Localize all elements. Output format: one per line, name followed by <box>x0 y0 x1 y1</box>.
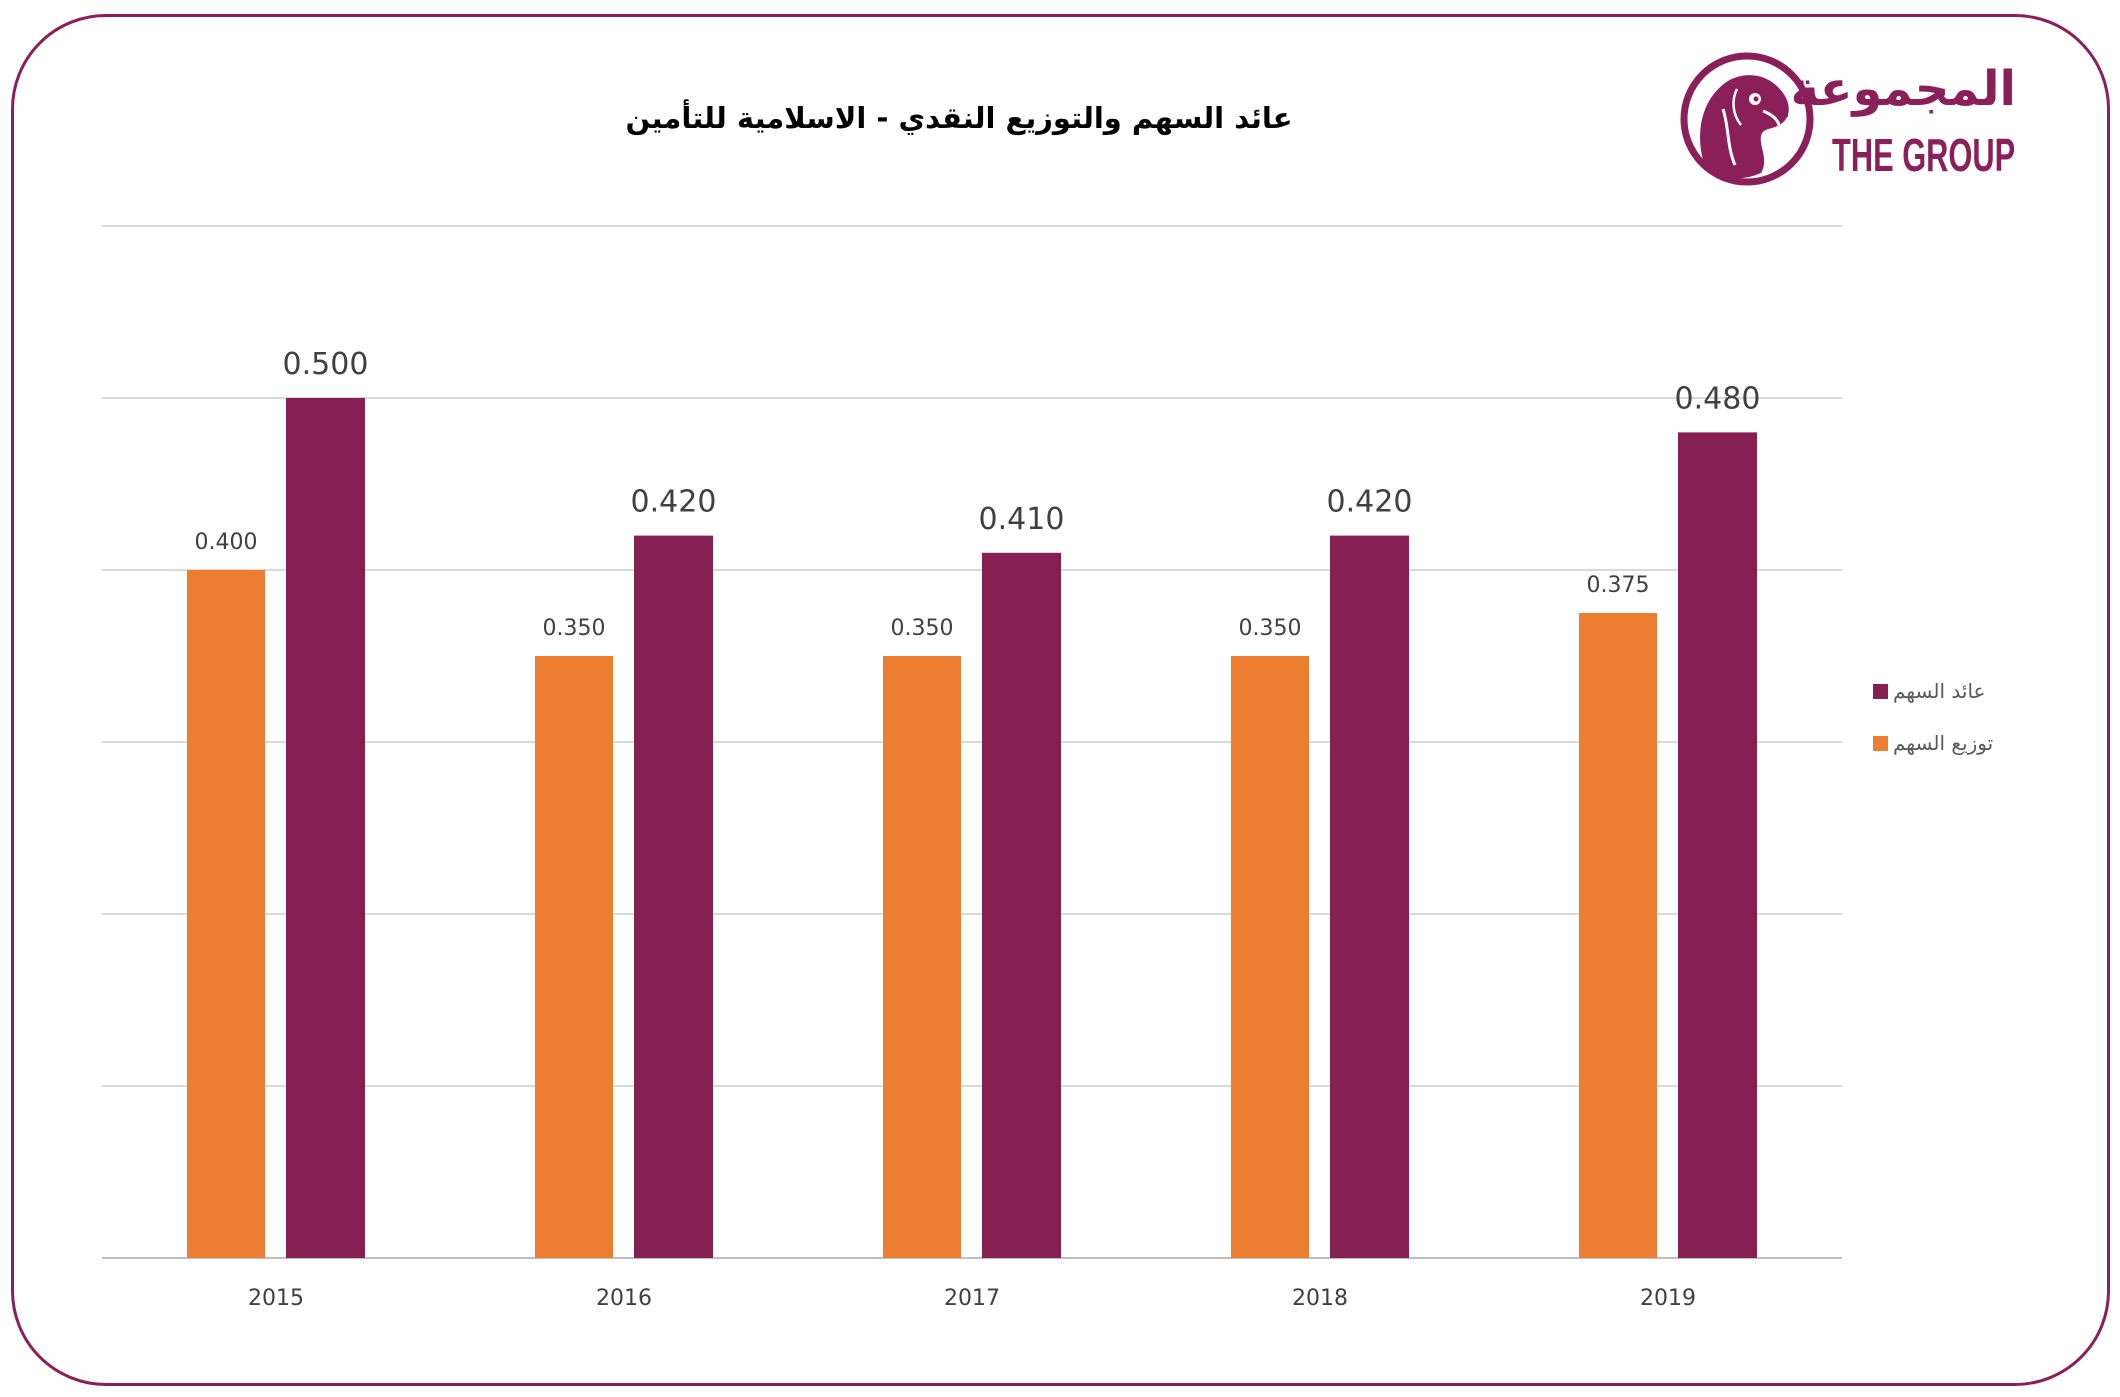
eps-data-label-2016: 0.420 <box>631 485 717 520</box>
legend-item-dividend: توزيع السهم <box>1873 729 1993 757</box>
legend-label-dividend: توزيع السهم <box>1893 731 1994 755</box>
legend-swatch-eps <box>1873 683 1888 699</box>
eps-bar-2019 <box>1678 432 1757 1258</box>
x-tick-label-2015: 2015 <box>248 1286 304 1311</box>
logo-arabic-text: المجموعة <box>1790 61 2016 117</box>
eps-data-label-2017: 0.410 <box>979 502 1065 537</box>
eps-bar-2016 <box>634 535 713 1258</box>
chart-title: عائد السهم والتوزيع النقدي - الاسلامية ل… <box>625 101 1293 135</box>
dividend-bar-2017 <box>883 656 961 1258</box>
legend-item-eps: عائد السهم <box>1873 677 1985 705</box>
legend-label-eps: عائد السهم <box>1893 679 1986 703</box>
legend-swatch-dividend <box>1873 735 1888 751</box>
x-tick-label-2016: 2016 <box>596 1286 652 1311</box>
eps-bar-2018 <box>1330 535 1409 1258</box>
eps-bar-2015 <box>286 398 365 1258</box>
dividend-bar-2015 <box>187 570 265 1258</box>
page-frame <box>11 14 2110 1386</box>
x-tick-label-2019: 2019 <box>1640 1286 1696 1311</box>
falcon-emblem-icon <box>1680 52 1814 186</box>
x-tick-label-2018: 2018 <box>1292 1286 1348 1311</box>
dividend-data-label-2015: 0.400 <box>195 530 258 555</box>
logo-english-text: THE GROUP <box>1832 129 2016 181</box>
eps-data-label-2019: 0.480 <box>1675 381 1761 416</box>
x-tick-label-2017: 2017 <box>944 1286 1000 1311</box>
eps-data-label-2018: 0.420 <box>1327 485 1413 520</box>
dividend-bar-2019 <box>1579 613 1657 1258</box>
eps-data-label-2015: 0.500 <box>283 347 369 382</box>
dividend-data-label-2019: 0.375 <box>1587 573 1650 598</box>
eps-bar-2017 <box>982 552 1061 1258</box>
dividend-bar-2016 <box>535 656 613 1258</box>
dividend-bar-2018 <box>1231 656 1309 1258</box>
dividend-data-label-2016: 0.350 <box>543 616 606 641</box>
dividend-data-label-2018: 0.350 <box>1239 616 1302 641</box>
dividend-data-label-2017: 0.350 <box>891 616 954 641</box>
